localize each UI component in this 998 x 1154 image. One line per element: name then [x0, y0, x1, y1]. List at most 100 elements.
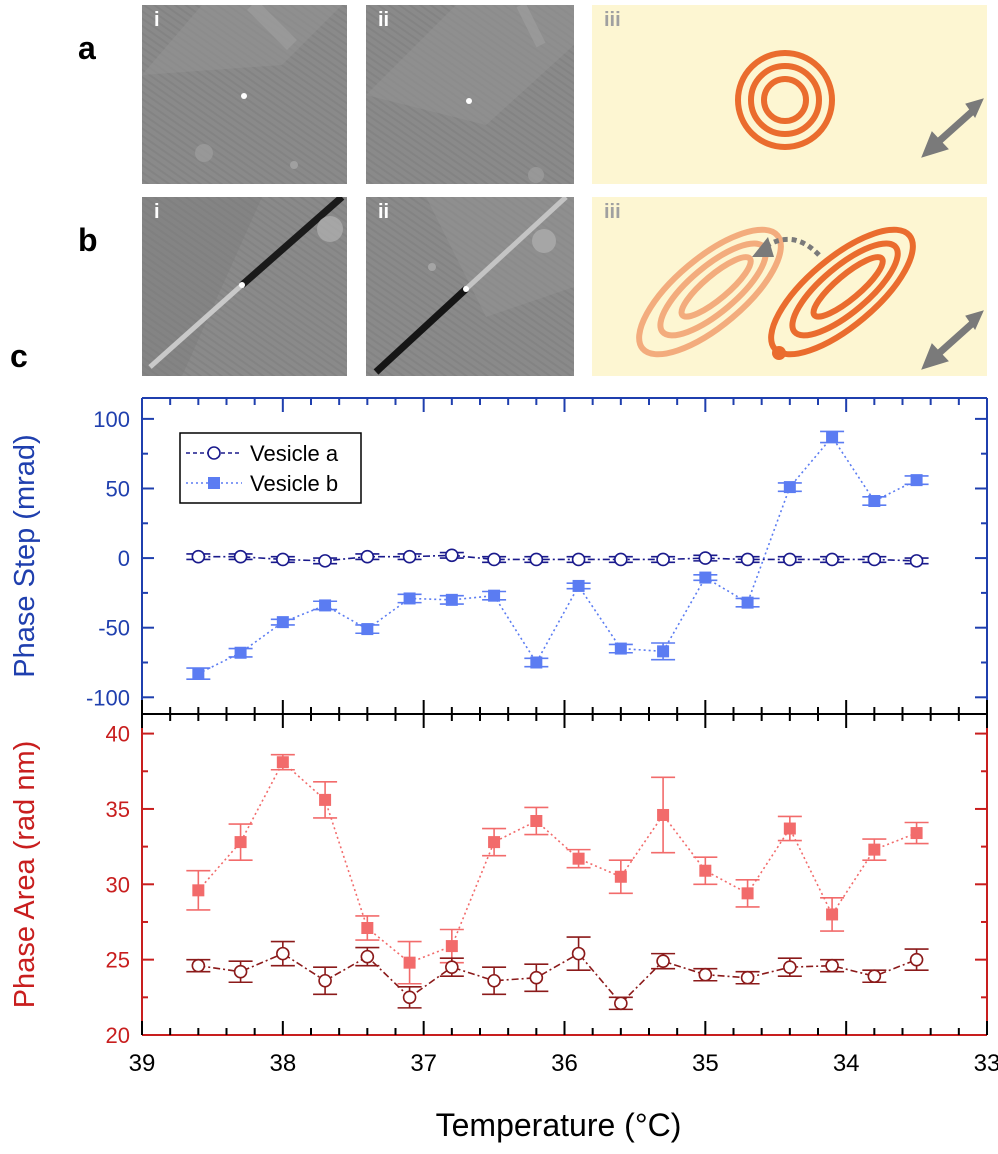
phase-area-vesicle-b-point	[276, 756, 289, 769]
phase-step-vesicle-b-point	[783, 481, 796, 494]
rotation-arrow-icon	[752, 236, 821, 257]
phase-step-vesicle-b-point	[488, 589, 501, 602]
panel-label-a: a	[78, 30, 96, 66]
tile-label-iii: iii	[604, 9, 621, 31]
phase-area-vesicle-a-point	[360, 949, 375, 964]
phase-area-vesicle-b-point	[826, 908, 839, 921]
legend-swatch-vesicle-a-marker	[207, 446, 221, 460]
phase-step-vesicle-a-point	[402, 549, 417, 564]
phase-step-vesicle-b-point	[868, 495, 881, 508]
top-ytick-label: -50	[98, 616, 130, 641]
phase-step-vesicle-a-point	[529, 552, 544, 567]
phase-step-vesicle-b-point	[699, 571, 712, 584]
phase-area-vesicle-a-point	[698, 967, 713, 982]
phase-step-vesicle-a-point	[909, 554, 924, 568]
phase-step-vesicle-a-point	[318, 554, 332, 568]
phase-step-vesicle-a-point	[698, 551, 713, 565]
phase-step-vesicle-b-point	[657, 645, 670, 658]
phase-area-vesicle-b-point	[868, 843, 881, 856]
phase-area-vesicle-b-point	[783, 822, 796, 835]
phase-area-vesicle-a-point	[571, 946, 586, 961]
phase-area-vesicle-a-point	[402, 990, 417, 1005]
phase-area-vesicle-b-point	[319, 793, 332, 806]
pivot-dot	[772, 346, 786, 360]
phase-step-vesicle-a-point	[614, 552, 628, 567]
phase-step-vesicle-b-point	[445, 593, 458, 606]
phase-step-vesicle-b-point	[910, 474, 923, 487]
bottom-ytick-label: 25	[106, 948, 130, 973]
phase-area-vesicle-b-point	[614, 870, 627, 883]
phase-area-vesicle-a-point	[191, 958, 206, 973]
phase-area-vesicle-b-point	[192, 884, 205, 897]
phase-step-vesicle-b-point	[572, 579, 585, 592]
phase-area-vesicle-b-point	[234, 836, 247, 849]
legend-label-vesicle-a: Vesicle a	[250, 441, 339, 466]
sketch-a-iii: iii	[592, 5, 987, 184]
xtick-label: 34	[833, 1050, 860, 1077]
legend-label-vesicle-b: Vesicle b	[250, 471, 338, 496]
phase-step-vesicle-a-point	[233, 549, 248, 564]
phase-area-vesicle-a-point	[656, 954, 670, 968]
sketch-b-iii-graphic	[592, 197, 987, 376]
phase-area-vesicle-b-point	[910, 827, 923, 840]
xtick-label: 36	[551, 1050, 578, 1077]
micrograph-b-i: i	[142, 197, 347, 376]
phase-area-vesicle-a-point	[233, 964, 248, 979]
xtick-label: 35	[692, 1050, 719, 1077]
bottom-ytick-label: 40	[106, 722, 130, 747]
polarization-arrow-icon-b	[921, 310, 984, 370]
top-ytick-label: 100	[93, 407, 130, 432]
micrograph-b-ii: ii	[366, 197, 574, 376]
top-ytick-label: 0	[118, 546, 130, 571]
phase-area-vesicle-b-point	[741, 887, 754, 900]
phase-step-vesicle-b-point	[741, 596, 754, 609]
phase-area-vesicle-a-point	[529, 970, 544, 985]
phase-area-vesicle-b-point	[572, 852, 585, 865]
phase-area-vesicle-a-point	[487, 973, 501, 988]
phase-area-vesicle-b-point	[445, 940, 458, 953]
phase-area-vesicle-b-point	[699, 864, 712, 877]
phase-step-vesicle-a-point	[867, 552, 882, 567]
bottom-y-axis-title: Phase Area (rad nm)	[9, 741, 41, 1009]
phase-area-vesicle-a-point	[740, 970, 755, 985]
phase-area-vesicle-b-line	[197, 760, 917, 964]
bottom-ytick-label: 35	[106, 797, 130, 822]
micrograph-b-ii-graphic	[366, 197, 574, 376]
phase-step-vesicle-b-point	[403, 592, 416, 605]
vesicle-ring-outer	[735, 50, 835, 150]
bottom-ytick-label: 20	[106, 1023, 130, 1048]
vesicle-ring-middle	[748, 63, 822, 137]
phase-step-vesicle-a-point	[445, 548, 459, 563]
micrograph-a-i: i	[142, 5, 347, 184]
phase-area-vesicle-b-point	[657, 808, 670, 821]
phase-area-vesicle-b-point	[530, 815, 543, 827]
sketch-b-iii: iii	[592, 197, 987, 376]
phase-area-vesicle-a-point	[867, 969, 882, 984]
xtick-label: 39	[129, 1050, 156, 1077]
phase-area-vesicle-a-line	[198, 952, 917, 1005]
tile-label-ii: ii	[378, 9, 390, 31]
phase-area-vesicle-b-point	[361, 922, 374, 934]
legend-swatch-vesicle-b-marker	[208, 477, 220, 489]
phase-area-vesicle-a-point	[276, 946, 290, 961]
phase-step-vesicle-b-point	[530, 656, 543, 669]
phase-step-vesicle-a-line	[198, 554, 917, 562]
bottom-ytick-label: 30	[106, 872, 130, 897]
top-ytick-label: -100	[86, 685, 130, 710]
phase-area-vesicle-b-point	[403, 956, 416, 969]
top-y-axis-title: Phase Step (mrad)	[9, 434, 41, 677]
phase-step-vesicle-b-point	[192, 667, 205, 680]
phase-step-vesicle-a-point	[276, 552, 290, 567]
tile-label-ii-b: ii	[378, 201, 390, 223]
phase-step-vesicle-a-point	[825, 552, 839, 567]
phase-step-vesicle-b-point	[614, 642, 627, 655]
xtick-label: 37	[410, 1050, 437, 1077]
phase-area-vesicle-a-point	[909, 952, 924, 967]
phase-step-vesicle-a-point	[191, 549, 206, 564]
panel-label-b: b	[78, 222, 98, 258]
phase-area-vesicle-a-point	[783, 960, 797, 974]
vesicle-ring-inner	[761, 76, 809, 124]
phase-step-vesicle-a-point	[487, 552, 501, 567]
phase-step-vesicle-b-point	[319, 599, 332, 612]
phase-step-vesicle-a-point	[571, 552, 586, 567]
